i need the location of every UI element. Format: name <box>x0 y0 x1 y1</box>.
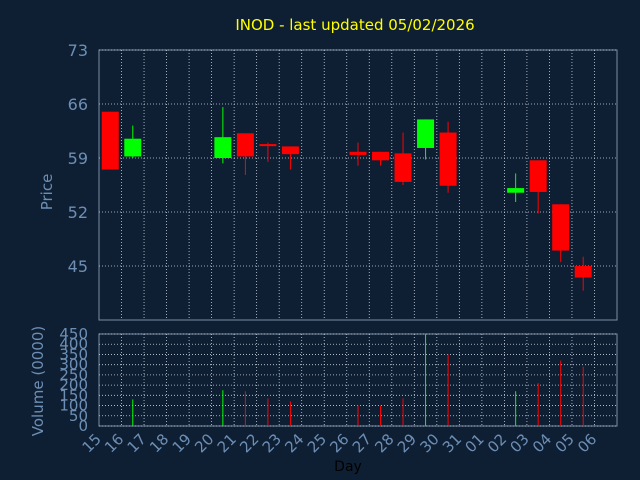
volume-tick-label: 450 <box>59 325 88 343</box>
price-tick-label: 66 <box>68 95 88 114</box>
candle <box>259 142 277 162</box>
price-axis-label: Price <box>38 174 56 211</box>
candle <box>394 132 412 185</box>
price-tick-labels: 73 66 59 52 45 <box>68 41 88 276</box>
candle-body <box>394 153 412 182</box>
volume-tick-label: 400 <box>59 335 88 353</box>
candle <box>439 121 457 193</box>
day-tick-label: 06 <box>574 430 600 456</box>
candles <box>101 107 592 291</box>
candle <box>236 133 254 175</box>
candle-body <box>552 204 570 251</box>
candle-body <box>349 151 367 155</box>
candle <box>417 119 435 160</box>
price-tick-label: 59 <box>68 149 88 168</box>
candle <box>507 173 525 202</box>
candle <box>281 146 299 170</box>
price-panel: 73 66 59 52 45 <box>68 41 618 321</box>
candle-body <box>214 137 232 158</box>
candle <box>372 151 390 166</box>
candle-body <box>259 144 277 147</box>
candle-body <box>529 160 547 192</box>
candle <box>101 111 119 170</box>
candle-body <box>281 146 299 155</box>
volume-bars <box>132 334 584 426</box>
candle-body <box>372 151 390 161</box>
volume-tick-label: 200 <box>59 376 88 394</box>
candle-body <box>574 266 592 278</box>
volume-tick-label: 350 <box>59 345 88 363</box>
price-tick-label: 73 <box>68 41 88 60</box>
volume-tick-label: 300 <box>59 356 88 374</box>
candle-body <box>507 188 525 193</box>
candle-body <box>439 132 457 186</box>
day-tick-labels: 1516171819202122232425262728293031010203… <box>79 430 601 456</box>
candle <box>124 125 142 158</box>
chart-title: INOD - last updated 05/02/2026 <box>235 16 474 34</box>
candle-body <box>124 138 142 157</box>
candle <box>529 160 547 214</box>
price-tick-label: 52 <box>68 203 88 222</box>
volume-tick-label: 150 <box>59 386 88 404</box>
volume-axis-label: Volume (0000) <box>29 326 47 436</box>
volume-tick-label: 50 <box>69 407 88 425</box>
candle-body <box>236 133 254 157</box>
candle-body <box>101 111 119 170</box>
candle <box>574 256 592 291</box>
volume-tick-label: 100 <box>59 397 88 415</box>
x-axis-label: Day <box>334 459 362 475</box>
volume-tick-label: 250 <box>59 366 88 384</box>
candle <box>552 204 570 263</box>
price-tick-label: 45 <box>68 257 88 276</box>
candle-body <box>417 119 435 148</box>
candle <box>214 107 232 164</box>
candle <box>349 142 367 166</box>
volume-tick-label: 0 <box>78 417 88 435</box>
